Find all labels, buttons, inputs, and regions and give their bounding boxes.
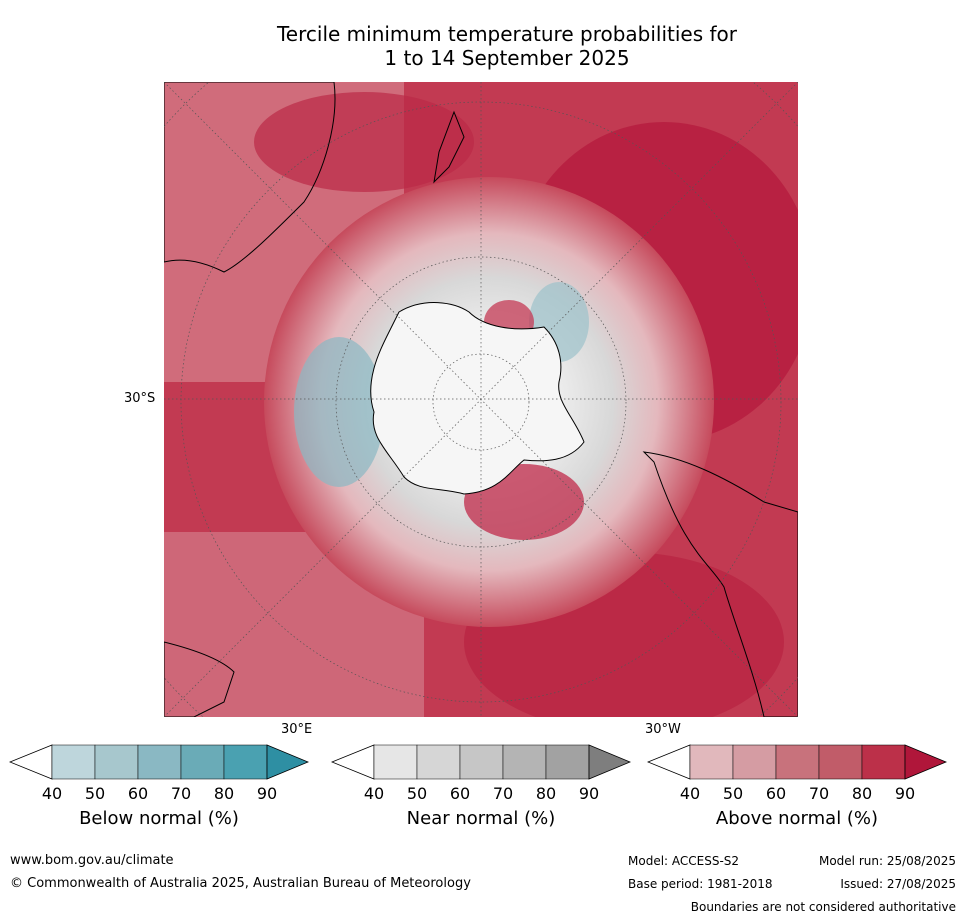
tick: 40 — [41, 784, 63, 803]
africa-outline — [164, 641, 235, 717]
model-run: Model run: 25/08/2025 — [818, 854, 956, 868]
below-normal-title: Below normal (%) — [79, 808, 239, 829]
above-normal-colorbar — [647, 744, 947, 780]
tick: 40 — [363, 784, 385, 803]
near-normal-colorbar — [331, 744, 631, 780]
polar-map[interactable] — [164, 82, 798, 717]
australia-outline — [164, 82, 336, 273]
copyright: © Commonwealth of Australia 2025, Austra… — [10, 876, 471, 891]
lat-label: 30°S — [124, 391, 156, 406]
map-title: Tercile minimum temperature probabilitie… — [0, 22, 965, 70]
title-line-1: Tercile minimum temperature probabilitie… — [276, 22, 738, 46]
base-period: Base period: 1981-2018 — [628, 877, 773, 891]
tick: 70 — [808, 784, 830, 803]
disclaimer: Boundaries are not considered authoritat… — [690, 900, 956, 914]
website-link[interactable]: www.bom.gov.au/climate — [10, 853, 174, 868]
tick: 50 — [84, 784, 106, 803]
tick: 70 — [492, 784, 514, 803]
tick: 90 — [894, 784, 916, 803]
tick: 60 — [449, 784, 471, 803]
title-line-2: 1 to 14 September 2025 — [384, 46, 630, 70]
tick: 90 — [578, 784, 600, 803]
tick: 40 — [679, 784, 701, 803]
above-normal-title: Above normal (%) — [715, 808, 879, 829]
issued-date: Issued: 27/08/2025 — [840, 877, 956, 891]
model-info: Model: ACCESS-S2 — [628, 854, 740, 868]
tick: 80 — [851, 784, 873, 803]
lon-label-left: 30°E — [281, 722, 313, 737]
below-normal-colorbar — [9, 744, 309, 780]
below-normal-west — [294, 337, 384, 487]
tick: 80 — [213, 784, 235, 803]
tick: 50 — [406, 784, 428, 803]
map-canvas — [164, 82, 798, 717]
south-america-outline — [642, 451, 798, 717]
tick: 50 — [722, 784, 744, 803]
tick: 60 — [765, 784, 787, 803]
lon-label-right: 30°W — [645, 722, 681, 737]
near-normal-title: Near normal (%) — [406, 808, 556, 829]
tick: 90 — [256, 784, 278, 803]
tick: 70 — [170, 784, 192, 803]
tick: 60 — [127, 784, 149, 803]
tick: 80 — [535, 784, 557, 803]
strong-above-n — [254, 92, 474, 192]
antarctica-outline — [370, 302, 585, 495]
graticule — [164, 82, 798, 717]
new-zealand-outline — [433, 110, 465, 184]
